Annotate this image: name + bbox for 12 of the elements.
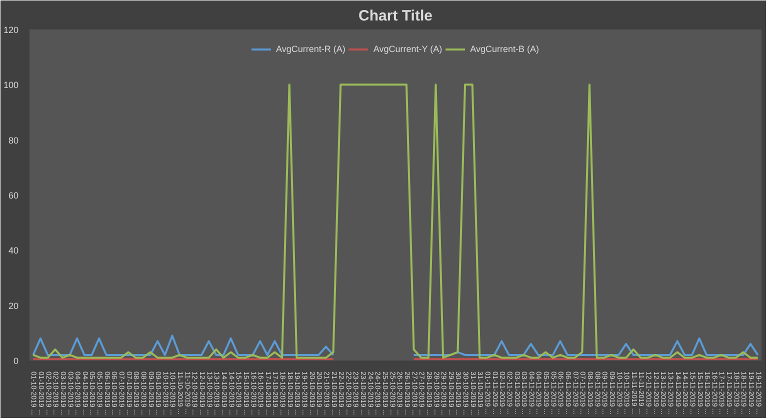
y-tick-label: 80 bbox=[8, 135, 19, 146]
line-series bbox=[32, 84, 759, 359]
y-tick-label: 20 bbox=[8, 300, 19, 311]
y-tick-label: 40 bbox=[8, 246, 19, 256]
legend-label: AvgCurrent-B (A) bbox=[470, 44, 539, 54]
y-tick-label: 60 bbox=[8, 190, 19, 200]
legend-label: AvgCurrent-Y (A) bbox=[373, 44, 442, 54]
chart-title: Chart Title bbox=[358, 8, 432, 24]
y-tick-label: 0 bbox=[13, 356, 19, 366]
y-tick-label: 100 bbox=[3, 80, 19, 90]
legend-label: AvgCurrent-R (A) bbox=[276, 44, 346, 54]
y-tick-label: 120 bbox=[3, 25, 19, 35]
